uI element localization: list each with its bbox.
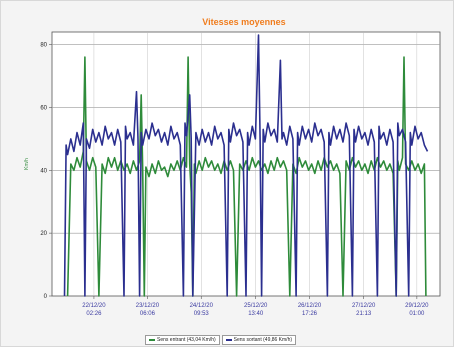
x-tick-time-3: 13:40 xyxy=(248,311,264,317)
series-line-outbound xyxy=(63,34,429,297)
legend: Sens entrant (43,04 Km/h) Sens sortant (… xyxy=(145,335,297,345)
x-tick-date-0: 22/12/20 xyxy=(82,303,106,309)
y-axis: 0 20 40 60 80 xyxy=(40,43,52,300)
grid-lines xyxy=(52,32,440,296)
x-tick-date-6: 29/12/20 xyxy=(405,303,429,309)
x-tick-date-4: 26/12/20 xyxy=(298,303,322,309)
chart-title: Vitesses moyennes xyxy=(202,17,285,27)
legend-label-outbound: Sens sortant (49,86 Km/h) xyxy=(233,337,293,343)
y-tick-label-3: 60 xyxy=(40,105,47,111)
x-tick-time-1: 06:06 xyxy=(140,311,156,317)
x-tick-date-5: 27/12/20 xyxy=(352,303,376,309)
x-tick-time-5: 21:13 xyxy=(356,311,372,317)
y-tick-label-2: 40 xyxy=(40,168,47,174)
y-axis-label: Km/h xyxy=(24,158,30,170)
legend-swatch-outbound xyxy=(225,339,232,341)
x-tick-date-3: 25/12/20 xyxy=(244,303,268,309)
legend-label-inbound: Sens entrant (43,04 Km/h) xyxy=(157,337,216,343)
series-line-inbound xyxy=(66,56,427,297)
x-tick-date-2: 24/12/20 xyxy=(190,303,214,309)
x-tick-time-6: 01:00 xyxy=(409,311,425,317)
y-tick-label-4: 80 xyxy=(40,43,47,49)
series-group xyxy=(63,34,429,297)
legend-item-inbound[interactable]: Sens entrant (43,04 Km/h) xyxy=(145,335,220,345)
y-tick-label-1: 20 xyxy=(40,231,47,237)
x-tick-time-4: 17:26 xyxy=(302,311,318,317)
x-tick-time-2: 09:53 xyxy=(194,311,210,317)
x-tick-time-0: 02:26 xyxy=(86,311,102,317)
x-axis: 22/12/20 02:26 23/12/20 06:06 24/12/20 09:53 2… xyxy=(82,296,429,317)
legend-swatch-inbound xyxy=(149,339,155,341)
y-tick-label-0: 0 xyxy=(44,294,48,300)
x-tick-date-1: 23/12/20 xyxy=(136,303,160,309)
legend-item-outbound[interactable]: Sens sortant (49,86 Km/h) xyxy=(221,335,297,345)
